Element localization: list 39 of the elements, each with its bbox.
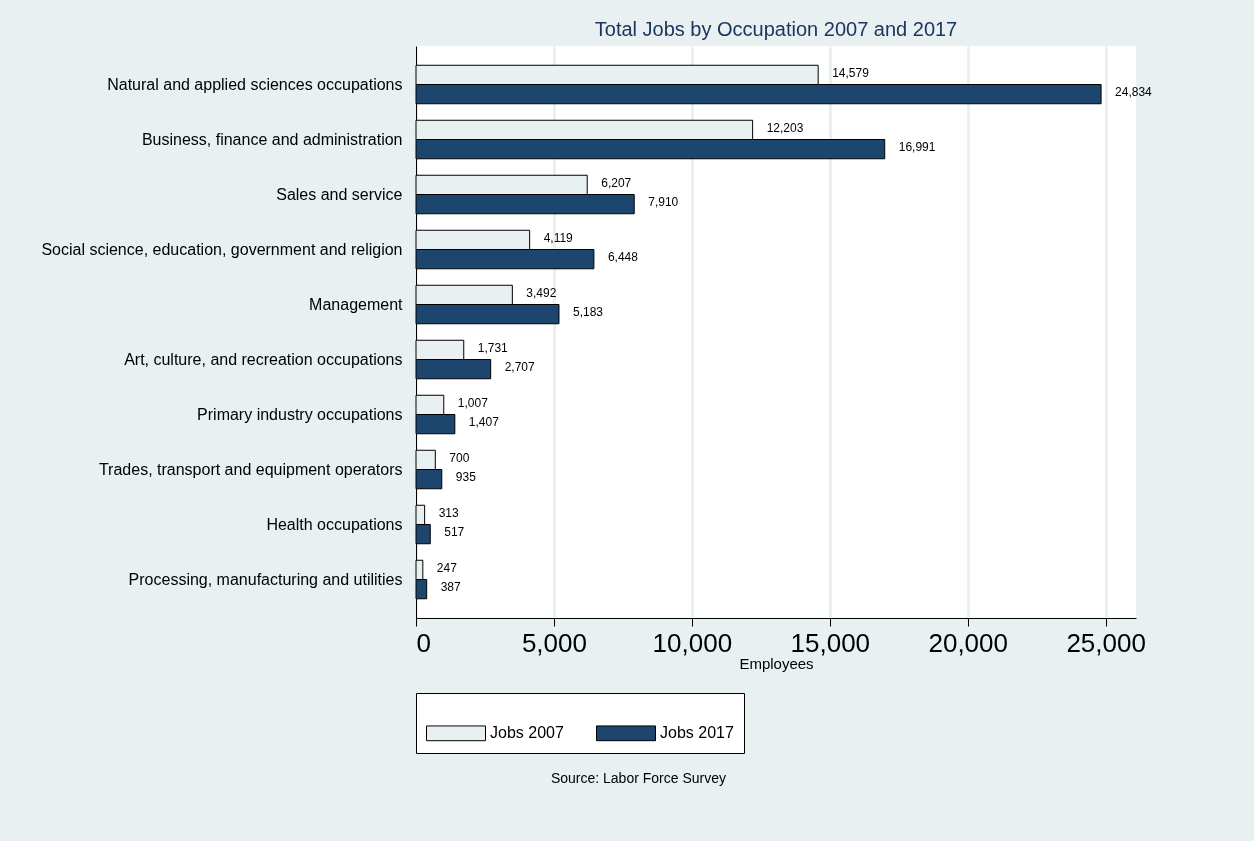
y-tick-label: Trades, transport and equipment operators <box>98 460 403 478</box>
x-tick-label: 20,000 <box>928 627 1008 658</box>
data-label: 7,910 <box>648 195 679 210</box>
legend-label: Jobs 2017 <box>660 724 734 742</box>
source-note: Source: Labor Force Survey <box>550 769 726 786</box>
data-label: 16,991 <box>898 140 936 155</box>
data-label: 6,448 <box>607 250 639 265</box>
data-label: 14,579 <box>832 65 870 80</box>
x-tick-label: 10,000 <box>652 627 733 658</box>
y-tick-label: Art, culture, and recreation occupations <box>124 350 403 368</box>
data-label: 1,407 <box>468 415 500 430</box>
data-label: 12,203 <box>766 120 804 135</box>
data-label: 313 <box>438 505 459 520</box>
x-tick-label: 5,000 <box>521 627 587 658</box>
y-tick-label: Business, finance and administration <box>141 130 403 148</box>
y-tick-label: Management <box>309 295 404 313</box>
data-label: 517 <box>444 525 465 540</box>
y-tick-label: Sales and service <box>276 185 403 203</box>
data-label: 5,183 <box>572 305 604 320</box>
data-label: 24,834 <box>1115 85 1153 100</box>
data-label: 247 <box>436 560 458 575</box>
data-label: 700 <box>449 450 470 465</box>
legend-label: Jobs 2007 <box>490 724 564 742</box>
y-tick-label: Health occupations <box>266 515 403 533</box>
data-label: 1,007 <box>457 395 489 410</box>
data-label: 935 <box>455 470 477 485</box>
data-label: 387 <box>440 580 462 595</box>
y-tick-label: Primary industry occupations <box>197 405 403 423</box>
x-tick-label: 0 <box>416 627 431 658</box>
data-label: 4,119 <box>543 230 574 245</box>
data-label: 3,492 <box>526 285 557 300</box>
y-tick-label: Natural and applied sciences occupations <box>107 75 403 93</box>
chart-title: Total Jobs by Occupation 2007 and 2017 <box>594 18 958 40</box>
data-label: 2,707 <box>504 360 536 375</box>
data-label: 1,731 <box>477 340 509 355</box>
x-tick-label: 25,000 <box>1066 627 1146 658</box>
y-tick-label: Social science, education, government and religion <box>41 240 403 258</box>
data-label: 6,207 <box>601 175 632 190</box>
y-tick-label: Processing, manufacturing and utilities <box>128 570 403 588</box>
